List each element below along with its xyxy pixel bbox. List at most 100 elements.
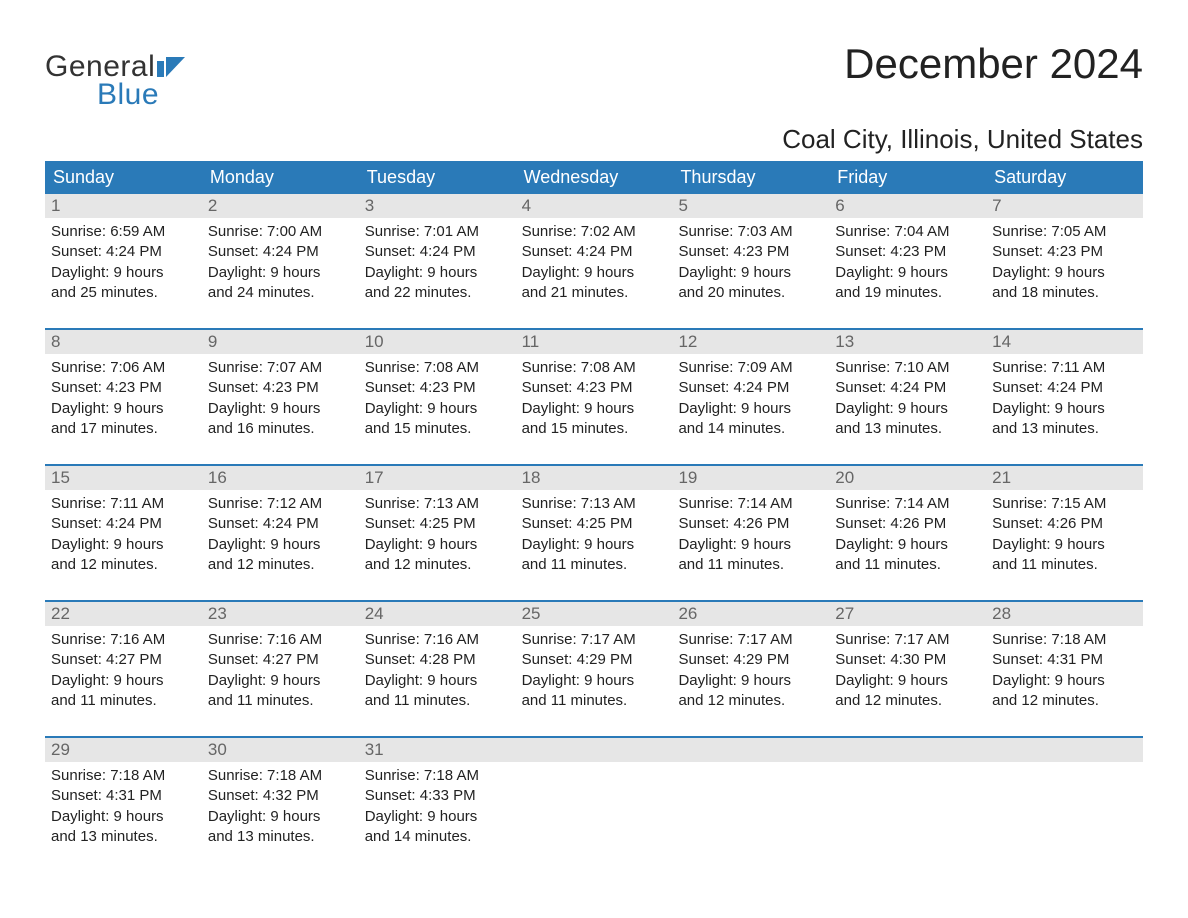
day-cell: 10Sunrise: 7:08 AMSunset: 4:23 PMDayligh… (359, 330, 516, 450)
day-body: Sunrise: 7:13 AMSunset: 4:25 PMDaylight:… (359, 490, 516, 579)
day-dl1: Daylight: 9 hours (992, 399, 1137, 419)
month-title: December 2024 (844, 40, 1143, 88)
day-cell: 1Sunrise: 6:59 AMSunset: 4:24 PMDaylight… (45, 194, 202, 314)
day-dl1: Daylight: 9 hours (365, 263, 510, 283)
day-dl1: Daylight: 9 hours (51, 671, 196, 691)
day-sunset: Sunset: 4:24 PM (992, 378, 1137, 398)
day-dl2: and 24 minutes. (208, 283, 353, 303)
day-dl2: and 19 minutes. (835, 283, 980, 303)
day-dl1: Daylight: 9 hours (835, 535, 980, 555)
day-dl2: and 12 minutes. (992, 691, 1137, 711)
day-sunset: Sunset: 4:24 PM (208, 242, 353, 262)
day-body: Sunrise: 7:17 AMSunset: 4:29 PMDaylight:… (672, 626, 829, 715)
day-sunset: Sunset: 4:32 PM (208, 786, 353, 806)
day-body: Sunrise: 7:00 AMSunset: 4:24 PMDaylight:… (202, 218, 359, 307)
day-cell: 5Sunrise: 7:03 AMSunset: 4:23 PMDaylight… (672, 194, 829, 314)
day-cell: 27Sunrise: 7:17 AMSunset: 4:30 PMDayligh… (829, 602, 986, 722)
day-dl1: Daylight: 9 hours (835, 399, 980, 419)
day-sunset: Sunset: 4:24 PM (522, 242, 667, 262)
day-sunrise: Sunrise: 7:11 AM (992, 358, 1137, 378)
day-body: Sunrise: 7:03 AMSunset: 4:23 PMDaylight:… (672, 218, 829, 307)
day-sunrise: Sunrise: 6:59 AM (51, 222, 196, 242)
day-cell: 23Sunrise: 7:16 AMSunset: 4:27 PMDayligh… (202, 602, 359, 722)
day-cell: 19Sunrise: 7:14 AMSunset: 4:26 PMDayligh… (672, 466, 829, 586)
day-dl2: and 20 minutes. (678, 283, 823, 303)
day-sunrise: Sunrise: 7:14 AM (678, 494, 823, 514)
day-body: Sunrise: 7:06 AMSunset: 4:23 PMDaylight:… (45, 354, 202, 443)
day-cell: 29Sunrise: 7:18 AMSunset: 4:31 PMDayligh… (45, 738, 202, 858)
day-dl2: and 18 minutes. (992, 283, 1137, 303)
day-number: 5 (672, 194, 829, 218)
day-body: Sunrise: 7:16 AMSunset: 4:28 PMDaylight:… (359, 626, 516, 715)
day-header-wed: Wednesday (516, 161, 673, 194)
day-number: 11 (516, 330, 673, 354)
day-header-thu: Thursday (672, 161, 829, 194)
day-dl2: and 12 minutes. (678, 691, 823, 711)
day-cell: 4Sunrise: 7:02 AMSunset: 4:24 PMDaylight… (516, 194, 673, 314)
day-number: 13 (829, 330, 986, 354)
day-sunset: Sunset: 4:26 PM (992, 514, 1137, 534)
day-number: 10 (359, 330, 516, 354)
day-cell: 18Sunrise: 7:13 AMSunset: 4:25 PMDayligh… (516, 466, 673, 586)
day-sunset: Sunset: 4:23 PM (522, 378, 667, 398)
day-body: Sunrise: 7:12 AMSunset: 4:24 PMDaylight:… (202, 490, 359, 579)
day-dl1: Daylight: 9 hours (208, 263, 353, 283)
day-number: 19 (672, 466, 829, 490)
day-dl2: and 13 minutes. (51, 827, 196, 847)
day-body: Sunrise: 7:04 AMSunset: 4:23 PMDaylight:… (829, 218, 986, 307)
day-body: Sunrise: 7:14 AMSunset: 4:26 PMDaylight:… (672, 490, 829, 579)
calendar: Sunday Monday Tuesday Wednesday Thursday… (45, 161, 1143, 858)
day-sunset: Sunset: 4:26 PM (835, 514, 980, 534)
day-sunrise: Sunrise: 7:00 AM (208, 222, 353, 242)
day-sunset: Sunset: 4:24 PM (208, 514, 353, 534)
day-sunset: Sunset: 4:29 PM (522, 650, 667, 670)
day-sunrise: Sunrise: 7:18 AM (365, 766, 510, 786)
day-header-row: Sunday Monday Tuesday Wednesday Thursday… (45, 161, 1143, 194)
logo: General Blue (45, 40, 187, 112)
day-body: Sunrise: 7:08 AMSunset: 4:23 PMDaylight:… (359, 354, 516, 443)
day-header-mon: Monday (202, 161, 359, 194)
day-sunset: Sunset: 4:27 PM (208, 650, 353, 670)
day-sunrise: Sunrise: 7:16 AM (208, 630, 353, 650)
day-body: Sunrise: 7:11 AMSunset: 4:24 PMDaylight:… (45, 490, 202, 579)
day-dl1: Daylight: 9 hours (208, 807, 353, 827)
day-sunrise: Sunrise: 7:08 AM (522, 358, 667, 378)
day-sunrise: Sunrise: 7:11 AM (51, 494, 196, 514)
day-body: Sunrise: 7:05 AMSunset: 4:23 PMDaylight:… (986, 218, 1143, 307)
day-sunset: Sunset: 4:24 PM (835, 378, 980, 398)
day-cell: 14Sunrise: 7:11 AMSunset: 4:24 PMDayligh… (986, 330, 1143, 450)
day-cell: 2Sunrise: 7:00 AMSunset: 4:24 PMDaylight… (202, 194, 359, 314)
day-sunrise: Sunrise: 7:02 AM (522, 222, 667, 242)
day-body: Sunrise: 7:18 AMSunset: 4:31 PMDaylight:… (45, 762, 202, 851)
day-sunset: Sunset: 4:31 PM (51, 786, 196, 806)
day-dl2: and 11 minutes. (51, 691, 196, 711)
day-cell: 6Sunrise: 7:04 AMSunset: 4:23 PMDaylight… (829, 194, 986, 314)
day-sunrise: Sunrise: 7:12 AM (208, 494, 353, 514)
day-cell: 25Sunrise: 7:17 AMSunset: 4:29 PMDayligh… (516, 602, 673, 722)
day-number (829, 738, 986, 762)
day-body: Sunrise: 7:08 AMSunset: 4:23 PMDaylight:… (516, 354, 673, 443)
day-sunset: Sunset: 4:24 PM (365, 242, 510, 262)
day-dl2: and 22 minutes. (365, 283, 510, 303)
week-row: 29Sunrise: 7:18 AMSunset: 4:31 PMDayligh… (45, 736, 1143, 858)
day-dl1: Daylight: 9 hours (365, 671, 510, 691)
day-sunrise: Sunrise: 7:17 AM (678, 630, 823, 650)
day-dl2: and 13 minutes. (835, 419, 980, 439)
day-dl1: Daylight: 9 hours (522, 671, 667, 691)
day-sunrise: Sunrise: 7:18 AM (208, 766, 353, 786)
day-number: 27 (829, 602, 986, 626)
logo-text-blue: Blue (97, 78, 187, 112)
day-body: Sunrise: 7:13 AMSunset: 4:25 PMDaylight:… (516, 490, 673, 579)
day-number: 9 (202, 330, 359, 354)
day-sunrise: Sunrise: 7:18 AM (51, 766, 196, 786)
day-body (986, 762, 1143, 770)
day-cell (829, 738, 986, 858)
day-dl2: and 13 minutes. (992, 419, 1137, 439)
day-number (516, 738, 673, 762)
day-header-sun: Sunday (45, 161, 202, 194)
day-sunset: Sunset: 4:24 PM (51, 514, 196, 534)
day-body: Sunrise: 7:11 AMSunset: 4:24 PMDaylight:… (986, 354, 1143, 443)
day-cell: 13Sunrise: 7:10 AMSunset: 4:24 PMDayligh… (829, 330, 986, 450)
day-dl1: Daylight: 9 hours (678, 671, 823, 691)
day-number: 3 (359, 194, 516, 218)
